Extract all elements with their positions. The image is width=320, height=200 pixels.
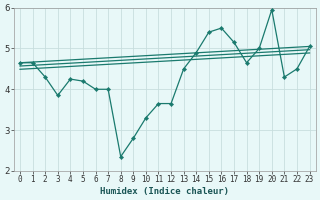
X-axis label: Humidex (Indice chaleur): Humidex (Indice chaleur) bbox=[100, 187, 229, 196]
